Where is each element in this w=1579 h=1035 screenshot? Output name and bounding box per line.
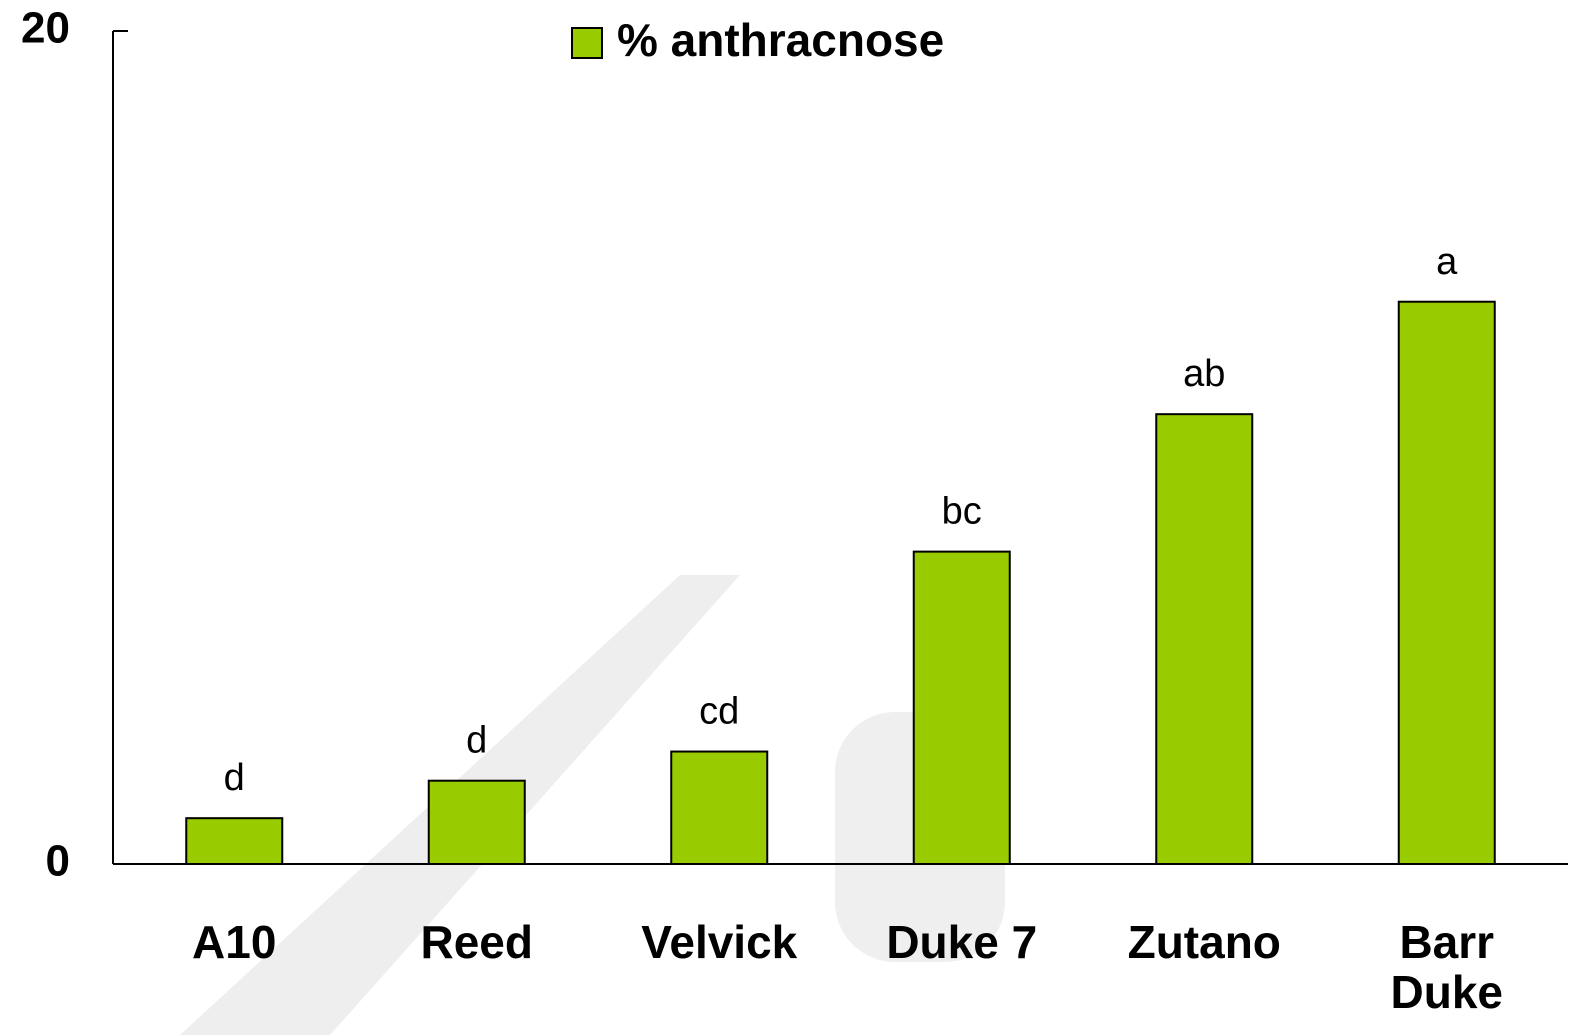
bar bbox=[1397, 300, 1496, 866]
bar bbox=[185, 817, 284, 865]
bar bbox=[427, 779, 526, 866]
x-tick-label: Zutano bbox=[1127, 916, 1281, 968]
y-tick-label: 0 bbox=[46, 837, 70, 886]
bar bbox=[670, 750, 769, 865]
x-tick-label: Duke 7 bbox=[886, 916, 1038, 968]
bar-annotation: d bbox=[224, 757, 245, 799]
y-tick-label: 20 bbox=[21, 4, 70, 53]
x-tick-label: A10 bbox=[192, 916, 277, 968]
bar-annotation: a bbox=[1436, 241, 1458, 283]
bar bbox=[912, 550, 1011, 865]
x-tick-label: Velvick bbox=[641, 916, 798, 968]
bar-annotation: bc bbox=[942, 491, 982, 533]
bar-annotation: cd bbox=[699, 691, 739, 733]
legend-swatch bbox=[571, 27, 603, 59]
bar-annotation: d bbox=[466, 720, 487, 762]
bar bbox=[1155, 413, 1254, 865]
x-tick-label: Reed bbox=[420, 916, 533, 968]
x-tick-label: Barr Duke bbox=[1390, 916, 1503, 1018]
bar-annotation: ab bbox=[1183, 353, 1225, 395]
legend-label: % anthracnose bbox=[617, 14, 944, 66]
